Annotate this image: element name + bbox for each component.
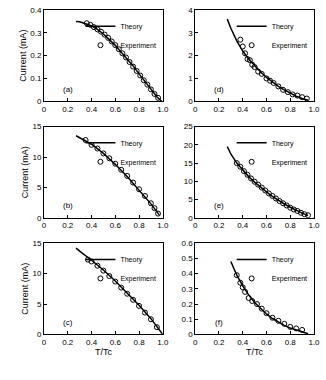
svg-text:5: 5 — [37, 183, 42, 192]
svg-text:15: 15 — [32, 239, 41, 248]
svg-text:0.2: 0.2 — [62, 338, 74, 347]
svg-text:0: 0 — [42, 338, 47, 347]
svg-text:0.4: 0.4 — [237, 105, 249, 114]
svg-text:25: 25 — [184, 122, 193, 131]
svg-text:0.4: 0.4 — [237, 338, 249, 347]
svg-text:Experiment: Experiment — [120, 159, 155, 167]
svg-text:2: 2 — [188, 51, 193, 60]
svg-text:(b): (b) — [63, 201, 73, 210]
svg-text:Current (mA): Current (mA) — [18, 30, 28, 82]
svg-text:0.4: 0.4 — [86, 338, 98, 347]
svg-text:0: 0 — [37, 97, 42, 106]
svg-text:0.6: 0.6 — [181, 239, 193, 248]
svg-text:0: 0 — [193, 221, 198, 230]
svg-text:10: 10 — [32, 269, 41, 278]
svg-text:1.0: 1.0 — [157, 105, 169, 114]
svg-text:0.2: 0.2 — [213, 105, 225, 114]
svg-text:0: 0 — [42, 105, 47, 114]
svg-text:0.4: 0.4 — [30, 6, 42, 15]
svg-text:0.6: 0.6 — [110, 338, 122, 347]
svg-text:0.8: 0.8 — [133, 338, 145, 347]
svg-text:0.8: 0.8 — [133, 221, 145, 230]
svg-text:T/Tc: T/Tc — [95, 347, 112, 357]
svg-text:0: 0 — [42, 221, 47, 230]
svg-text:0: 0 — [193, 105, 198, 114]
svg-text:0.8: 0.8 — [285, 105, 297, 114]
svg-text:T/Tc: T/Tc — [246, 347, 263, 357]
svg-text:Experiment: Experiment — [272, 275, 307, 283]
svg-text:10: 10 — [32, 153, 41, 162]
svg-text:1.0: 1.0 — [157, 221, 169, 230]
svg-text:Current (mA): Current (mA) — [20, 263, 30, 315]
svg-text:0.5: 0.5 — [181, 254, 193, 263]
svg-text:10: 10 — [184, 177, 193, 186]
svg-text:0.4: 0.4 — [86, 221, 98, 230]
svg-text:0: 0 — [188, 97, 193, 106]
svg-text:0.3: 0.3 — [30, 29, 42, 38]
svg-text:Theory: Theory — [120, 256, 142, 264]
svg-text:0.1: 0.1 — [30, 74, 42, 83]
svg-text:0: 0 — [188, 330, 193, 339]
svg-text:0.6: 0.6 — [261, 338, 273, 347]
svg-text:0.2: 0.2 — [181, 300, 193, 309]
svg-text:20: 20 — [184, 141, 193, 150]
svg-text:0.6: 0.6 — [110, 105, 122, 114]
svg-text:0.8: 0.8 — [285, 221, 297, 230]
svg-text:Experiment: Experiment — [272, 159, 307, 167]
svg-text:Theory: Theory — [120, 140, 142, 148]
svg-text:0.4: 0.4 — [86, 105, 98, 114]
svg-text:0.6: 0.6 — [261, 105, 273, 114]
svg-text:0.3: 0.3 — [181, 285, 193, 294]
svg-text:1.0: 1.0 — [157, 338, 169, 347]
svg-text:Theory: Theory — [272, 256, 294, 264]
svg-text:0: 0 — [188, 214, 193, 223]
svg-text:Current (mA): Current (mA) — [20, 146, 30, 198]
svg-text:(d): (d) — [214, 85, 224, 94]
svg-text:5: 5 — [37, 300, 42, 309]
svg-text:0.6: 0.6 — [110, 221, 122, 230]
svg-text:0: 0 — [37, 330, 42, 339]
svg-text:5: 5 — [188, 195, 193, 204]
svg-text:0.4: 0.4 — [237, 221, 249, 230]
svg-text:15: 15 — [32, 122, 41, 131]
svg-text:(e): (e) — [214, 201, 224, 210]
svg-text:0.2: 0.2 — [30, 51, 42, 60]
svg-text:Experiment: Experiment — [272, 42, 307, 50]
svg-text:0.6: 0.6 — [261, 221, 273, 230]
svg-text:1.0: 1.0 — [308, 221, 320, 230]
svg-text:Theory: Theory — [120, 23, 142, 31]
svg-text:0.2: 0.2 — [213, 338, 225, 347]
svg-text:15: 15 — [184, 159, 193, 168]
svg-text:Experiment: Experiment — [120, 42, 155, 50]
svg-text:0.1: 0.1 — [181, 315, 193, 324]
svg-text:1: 1 — [188, 74, 193, 83]
svg-text:Theory: Theory — [272, 23, 294, 31]
svg-text:0.2: 0.2 — [62, 221, 74, 230]
svg-text:1.0: 1.0 — [308, 105, 320, 114]
svg-text:0: 0 — [193, 338, 198, 347]
svg-text:0.4: 0.4 — [181, 269, 193, 278]
svg-text:0.8: 0.8 — [285, 338, 297, 347]
svg-text:1.0: 1.0 — [308, 338, 320, 347]
svg-text:4: 4 — [188, 6, 193, 15]
svg-text:0.8: 0.8 — [133, 105, 145, 114]
svg-text:(a): (a) — [63, 85, 73, 94]
svg-text:(c): (c) — [63, 318, 73, 327]
svg-text:(f): (f) — [215, 318, 223, 327]
svg-text:0.2: 0.2 — [62, 105, 74, 114]
svg-text:Experiment: Experiment — [120, 275, 155, 283]
svg-text:0: 0 — [37, 214, 42, 223]
svg-text:3: 3 — [188, 29, 193, 38]
svg-text:Theory: Theory — [272, 140, 294, 148]
svg-text:0.2: 0.2 — [213, 221, 225, 230]
